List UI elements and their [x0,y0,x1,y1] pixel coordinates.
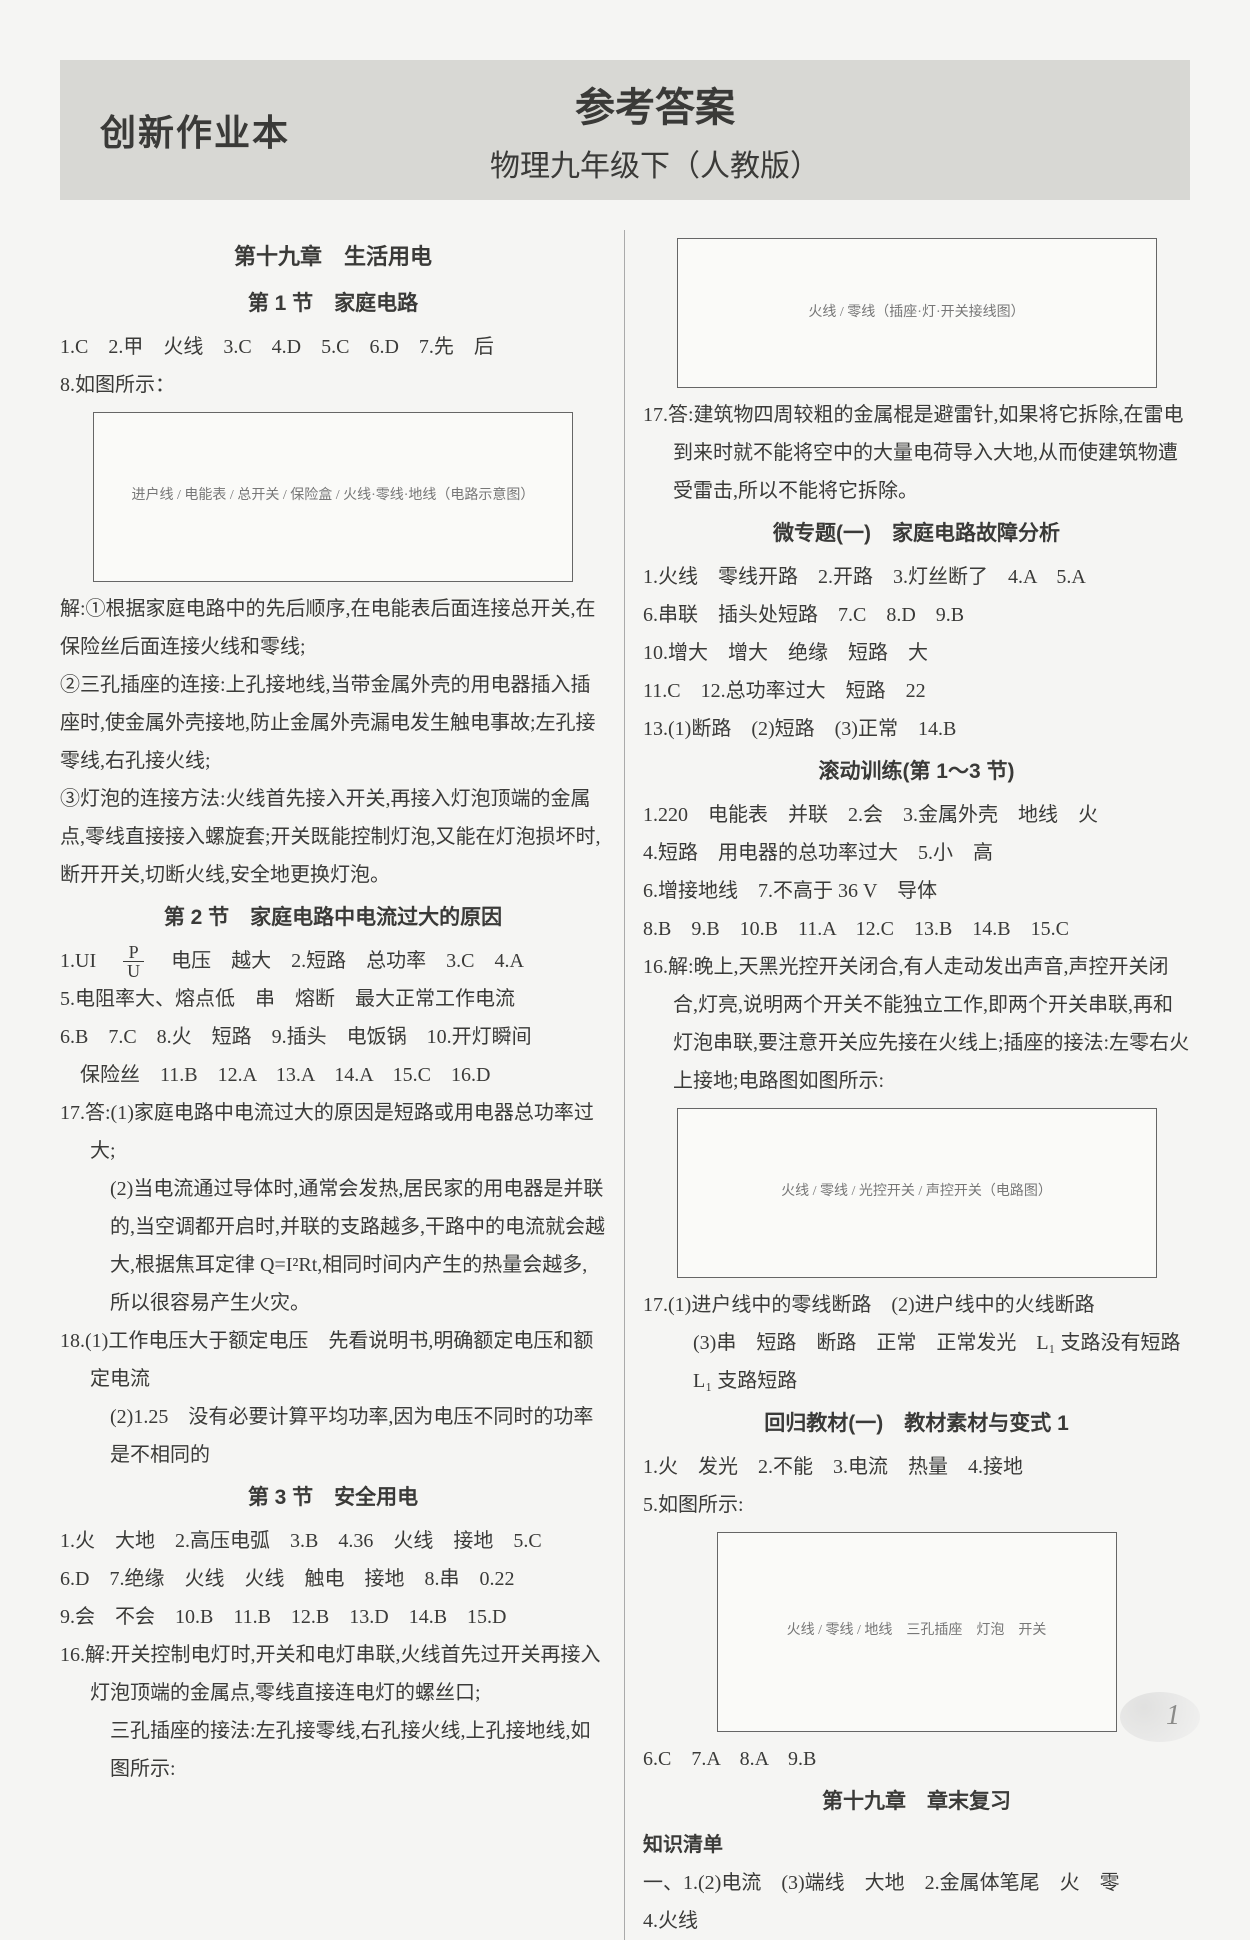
corner-decoration [1120,1692,1200,1742]
knowledge-list-heading: 知识清单 [643,1826,1190,1864]
roll-line-5: 16.解:晚上,天黑光控开关闭合,有人走动发出声音,声控开关闭合,灯亮,说明两个… [643,948,1190,1100]
chapter-review-title: 第十九章 章末复习 [643,1782,1190,1822]
review-line-2: 4.火线 [643,1902,1190,1940]
s2-l1-a: 1.UI [60,950,116,972]
s3-line-5: 三孔插座的接法:左孔接零线,右孔接火线,上孔接地线,如图所示: [60,1712,606,1788]
roll-line-2: 4.短路 用电器的总功率过大 5.小 高 [643,834,1190,872]
roll-line-7: (3)串 短路 断路 正常 正常发光 L₁ 支路没有短路 L₁ 支路短路 [643,1324,1190,1400]
s1-explain-2: ②三孔插座的连接:上孔接地线,当带金属外壳的用电器插入插座时,使金属外壳接地,防… [60,666,606,780]
roll-line-4: 8.B 9.B 10.B 11.A 12.C 13.B 14.B 15.C [643,910,1190,948]
s1-answers-1: 1.C 2.甲 火线 3.C 4.D 5.C 6.D 7.先 后 [60,328,606,366]
title-subtitle: 物理九年级下（人教版） [320,141,990,185]
roll-line-1: 1.220 电能表 并联 2.会 3.金属外壳 地线 火 [643,796,1190,834]
mt1-line-5: 13.(1)断路 (2)短路 (3)正常 14.B [643,710,1190,748]
s2-line-6: (2)当电流通过导体时,通常会发热,居民家的用电器是并联的,当空调都开启时,并联… [60,1170,606,1322]
s2-line-5: 17.答:(1)家庭电路中电流过大的原因是短路或用电器总功率过大; [60,1094,606,1170]
s3-line-4: 16.解:开关控制电灯时,开关和电灯串联,火线首先过开关再接入灯泡顶端的金属点,… [60,1636,606,1712]
s1-answers-2: 8.如图所示： [60,366,606,404]
roll-line-6: 17.(1)进户线中的零线断路 (2)进户线中的火线断路 [643,1286,1190,1324]
back-to-textbook-title: 回归教材(一) 教材素材与变式 1 [643,1404,1190,1444]
left-column: 第十九章 生活用电 第 1 节 家庭电路 1.C 2.甲 火线 3.C 4.D … [60,230,625,1940]
mt1-line-3: 10.增大 增大 绝缘 短路 大 [643,634,1190,672]
s3-line-2: 6.D 7.绝缘 火线 火线 触电 接地 8.串 0.22 [60,1560,606,1598]
rolling-training-title: 滚动训练(第 1～3 节) [643,752,1190,792]
circuit-diagram-2: 火线 / 零线（插座·灯·开关接线图） [677,238,1157,388]
circuit-diagram-4: 火线 / 零线 / 地线 三孔插座 灯泡 开关 [717,1532,1117,1732]
mt1-line-2: 6.串联 插头处短路 7.C 8.D 9.B [643,596,1190,634]
s1-explain-1: 解:①根据家庭电路中的先后顺序,在电能表后面连接总开关,在保险丝后面连接火线和零… [60,590,606,666]
title-main: 参考答案 [320,75,990,133]
content-columns: 第十九章 生活用电 第 1 节 家庭电路 1.C 2.甲 火线 3.C 4.D … [60,230,1190,1940]
back-line-3: 6.C 7.A 8.A 9.B [643,1740,1190,1778]
fraction-p-over-u: PU [123,943,144,980]
s2-l1-b: 电压 越大 2.短路 总功率 3.C 4.A [151,950,524,972]
micro-topic-1-title: 微专题(一) 家庭电路故障分析 [643,514,1190,554]
section-3-title: 第 3 节 安全用电 [60,1478,606,1518]
s2-line-8: (2)1.25 没有必要计算平均功率,因为电压不同时的功率是不相同的 [60,1398,606,1474]
right-column: 火线 / 零线（插座·灯·开关接线图） 17.答:建筑物四周较粗的金属棍是避雷针… [625,230,1190,1940]
section-1-title: 第 1 节 家庭电路 [60,284,606,324]
page-number: 1 [1166,1700,1180,1732]
mt1-line-1: 1.火线 零线开路 2.开路 3.灯丝断了 4.A 5.A [643,558,1190,596]
s2-line-2: 5.电阻率大、熔点低 串 熔断 最大正常工作电流 [60,980,606,1018]
mt1-line-4: 11.C 12.总功率过大 短路 22 [643,672,1190,710]
s3-line-1: 1.火 大地 2.高压电弧 3.B 4.36 火线 接地 5.C [60,1522,606,1560]
back-line-2: 5.如图所示: [643,1486,1190,1524]
s2-line-3: 6.B 7.C 8.火 短路 9.插头 电饭锅 10.开灯瞬间 [60,1018,606,1056]
s3-line-3: 9.会 不会 10.B 11.B 12.B 13.D 14.B 15.D [60,1598,606,1636]
s2-line-7: 18.(1)工作电压大于额定电压 先看说明书,明确额定电压和额定电流 [60,1322,606,1398]
s1-explain-3: ③灯泡的连接方法:火线首先接入开关,再接入灯泡顶端的金属点,零线直接接入螺旋套;… [60,780,606,894]
r-line-1: 17.答:建筑物四周较粗的金属棍是避雷针,如果将它拆除,在雷电到来时就不能将空中… [643,396,1190,510]
section-2-title: 第 2 节 家庭电路中电流过大的原因 [60,898,606,938]
back-line-1: 1.火 发光 2.不能 3.电流 热量 4.接地 [643,1448,1190,1486]
chapter-title: 第十九章 生活用电 [60,236,606,278]
header-bar: 创新作业本 参考答案 物理九年级下（人教版） [60,60,1190,200]
circuit-diagram-3: 火线 / 零线 / 光控开关 / 声控开关（电路图） [677,1108,1157,1278]
review-line-1: 一、1.(2)电流 (3)端线 大地 2.金属体笔尾 火 零 [643,1864,1190,1902]
workbook-logo: 创新作业本 [100,104,320,156]
roll-line-3: 6.增接地线 7.不高于 36 V 导体 [643,872,1190,910]
s2-line-4: 保险丝 11.B 12.A 13.A 14.A 15.C 16.D [60,1056,606,1094]
title-block: 参考答案 物理九年级下（人教版） [320,75,1190,185]
circuit-diagram-1: 进户线 / 电能表 / 总开关 / 保险盒 / 火线·零线·地线（电路示意图） [93,412,573,582]
s2-line-1: 1.UI PU 电压 越大 2.短路 总功率 3.C 4.A [60,942,606,981]
